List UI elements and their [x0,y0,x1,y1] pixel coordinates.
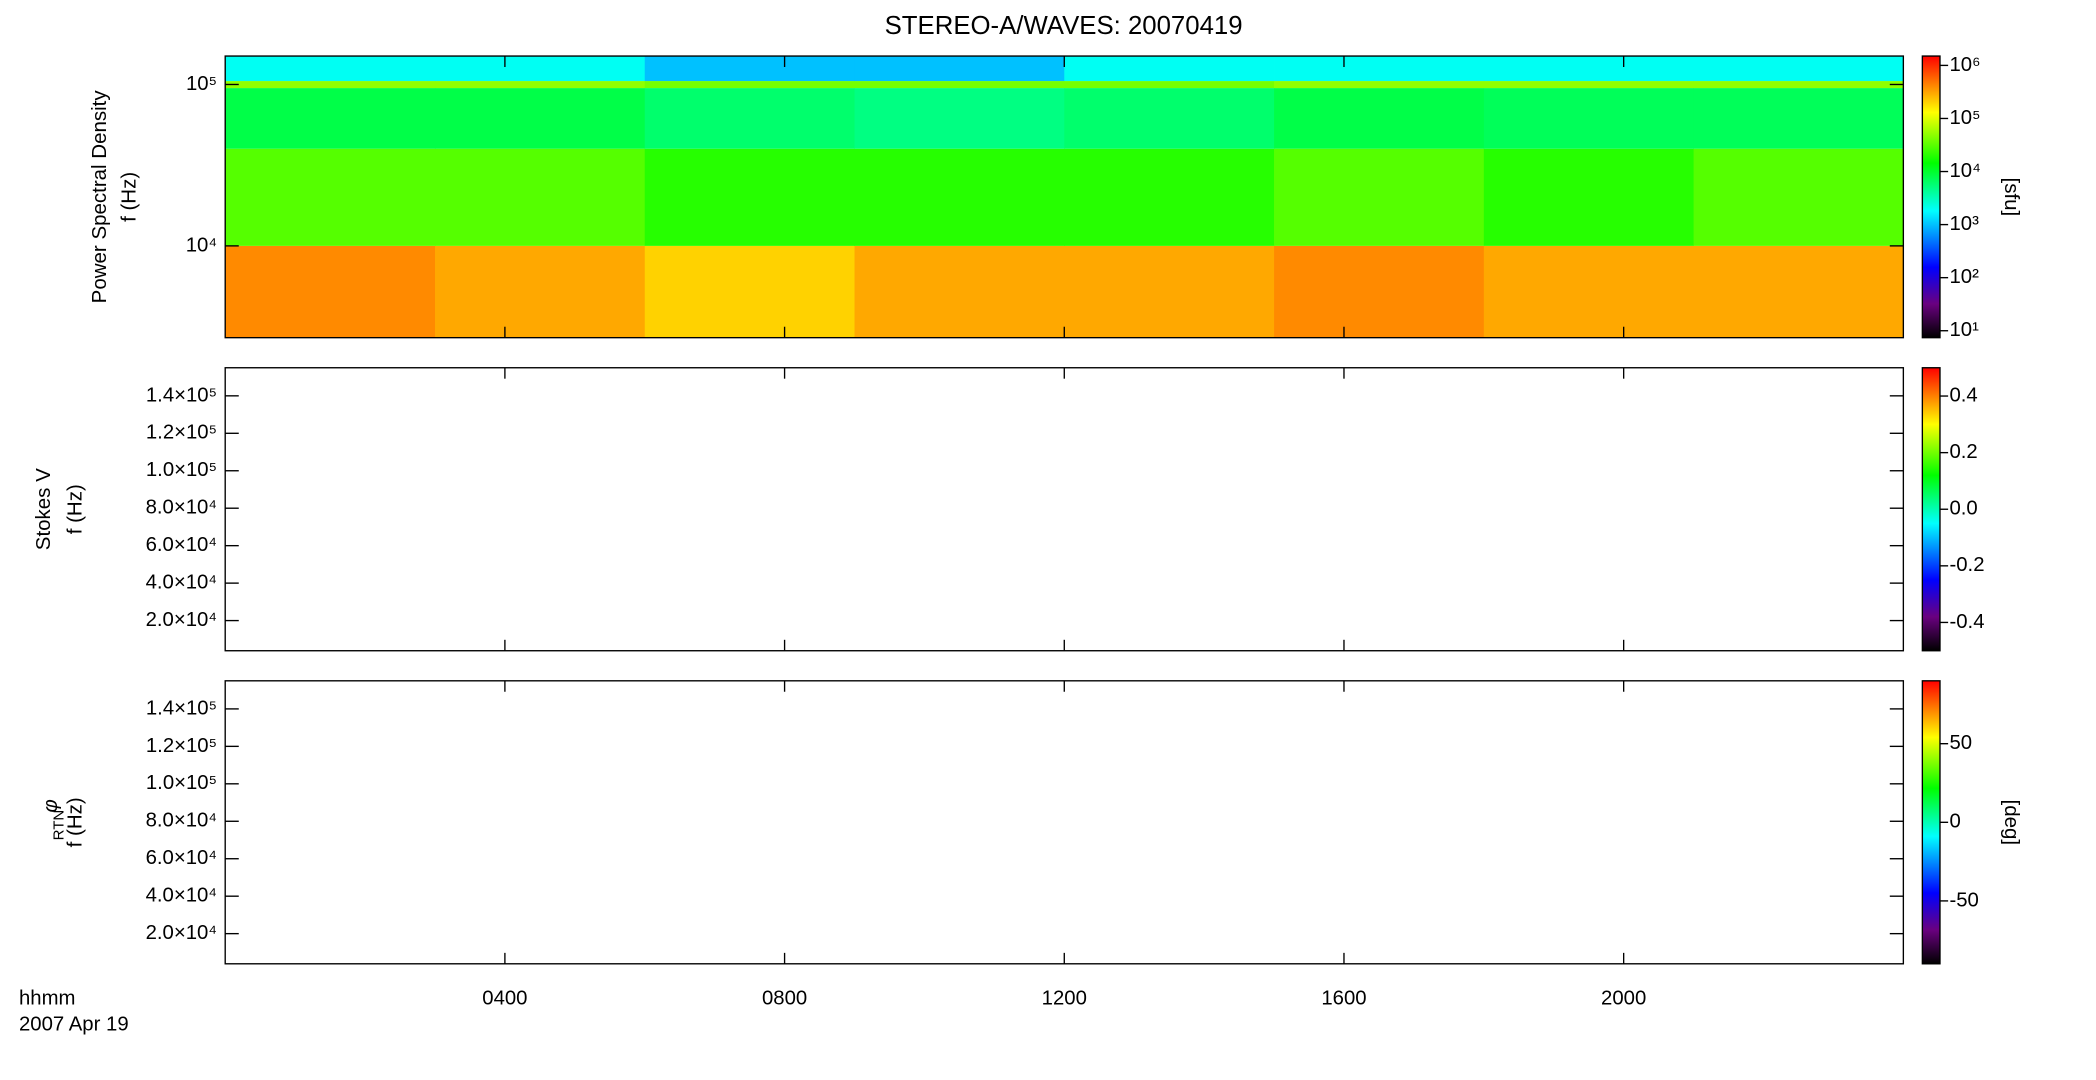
heatmap-cell [1483,56,1694,82]
heatmap-cell [1483,81,1694,89]
heatmap-cell [1483,245,1694,338]
y-axis-label-sub: RTN [51,810,68,841]
heatmap-cell [854,148,1065,246]
heatmap-cell [434,88,646,149]
colorbar-tick-label: 0 [1949,811,1960,833]
colorbar-tick-label: 10² [1949,266,1979,288]
heatmap-cell [1693,81,1904,89]
heatmap-cell [1274,56,1485,82]
y-tick-label: 1.2×10⁵ [146,735,217,757]
heatmap-cell [1274,88,1485,149]
heatmap-cell [434,148,646,246]
y-tick-label: 8.0×10⁴ [146,497,217,519]
heatmap-cell [434,81,646,89]
heatmap-cell [225,148,436,246]
colorbar [1921,55,1941,339]
y-axis-label: φ [40,799,62,812]
heatmap-cell [1274,148,1485,246]
colorbar-tick-label: 50 [1949,732,1972,754]
heatmap-cell [854,88,1065,149]
y-axis-label: f (Hz) [64,484,86,534]
heatmap-cell [854,81,1065,89]
y-tick-label: 2.0×10⁴ [146,922,217,944]
heatmap-cell [1064,81,1275,89]
heatmap-cell [1693,245,1904,338]
y-tick-label: 1.2×10⁵ [146,422,217,444]
heatmap-cell [854,245,1065,338]
heatmap-cell [1693,148,1904,246]
colorbar [1921,680,1941,965]
colorbar-tick-label: 0.4 [1949,384,1977,406]
colorbar-tick-label: -50 [1949,889,1978,911]
heatmap-cell [225,56,436,82]
heatmap-cell [1064,56,1275,82]
heatmap-cell [1693,56,1904,82]
y-tick-label: 10⁵ [186,73,217,95]
heatmap-cell [1274,81,1485,89]
y-tick-label: 8.0×10⁴ [146,810,217,832]
y-tick-label: 1.4×10⁵ [146,384,217,406]
heatmap-cell [644,88,855,149]
heatmap-cell [1064,88,1275,149]
x-tick-label: 0800 [762,988,807,1010]
heatmap-cell [1274,245,1485,338]
heatmap-cell [644,81,855,89]
heatmap-cell [434,56,646,82]
y-tick-label: 1.4×10⁵ [146,697,217,719]
colorbar-tick-label: 10⁵ [1949,107,1980,129]
x-tick-label: 1200 [1042,988,1087,1010]
y-tick-label: 6.0×10⁴ [146,534,217,556]
colorbar-tick-label: -0.2 [1949,554,1984,576]
y-axis-label: f (Hz) [119,172,141,222]
x-axis-label: hhmm [19,988,75,1010]
heatmap-cell [644,56,855,82]
heatmap-cell [854,56,1065,82]
colorbar [1921,367,1941,652]
x-tick-label: 1600 [1321,988,1366,1010]
heatmap-cell [1483,148,1694,246]
y-tick-label: 10⁴ [186,234,217,256]
plot-frame [224,680,1905,965]
y-tick-label: 4.0×10⁴ [146,885,217,907]
colorbar-label: [sfu] [2000,178,2022,217]
heatmap-cell [1693,88,1904,149]
heatmap-cell [644,245,855,338]
colorbar-tick-label: -0.4 [1949,611,1984,633]
y-tick-label: 6.0×10⁴ [146,847,217,869]
colorbar-tick-label: 0.2 [1949,441,1977,463]
y-axis-label: Stokes V [33,468,55,550]
heatmap-cell [644,148,855,246]
y-tick-label: 1.0×10⁵ [146,772,217,794]
heatmap-cell [225,245,436,338]
heatmap-cell [1483,88,1694,149]
y-tick-label: 1.0×10⁵ [146,459,217,481]
heatmap-cell [1064,245,1275,338]
chart-title: STEREO-A/WAVES: 20070419 [885,12,1243,40]
heatmap-cell [434,245,646,338]
colorbar-tick-label: 0.0 [1949,498,1977,520]
y-axis-label: Power Spectral Density [89,90,111,304]
colorbar-label: [deg] [2000,800,2022,846]
x-tick-label: 2000 [1601,988,1646,1010]
x-axis-label: 2007 Apr 19 [19,1014,129,1036]
colorbar-tick-label: 10⁶ [1949,54,1980,76]
heatmap-cell [1064,148,1275,246]
y-tick-label: 4.0×10⁴ [146,571,217,593]
colorbar-tick-label: 10⁴ [1949,160,1980,182]
heatmap-cell [225,88,436,149]
y-tick-label: 2.0×10⁴ [146,609,217,631]
colorbar-tick-label: 10¹ [1949,319,1979,341]
y-axis-label: f (Hz) [64,797,86,847]
plot-frame [224,367,1905,652]
colorbar-tick-label: 10³ [1949,213,1979,235]
heatmap-cell [225,81,436,89]
x-tick-label: 0400 [482,988,527,1010]
